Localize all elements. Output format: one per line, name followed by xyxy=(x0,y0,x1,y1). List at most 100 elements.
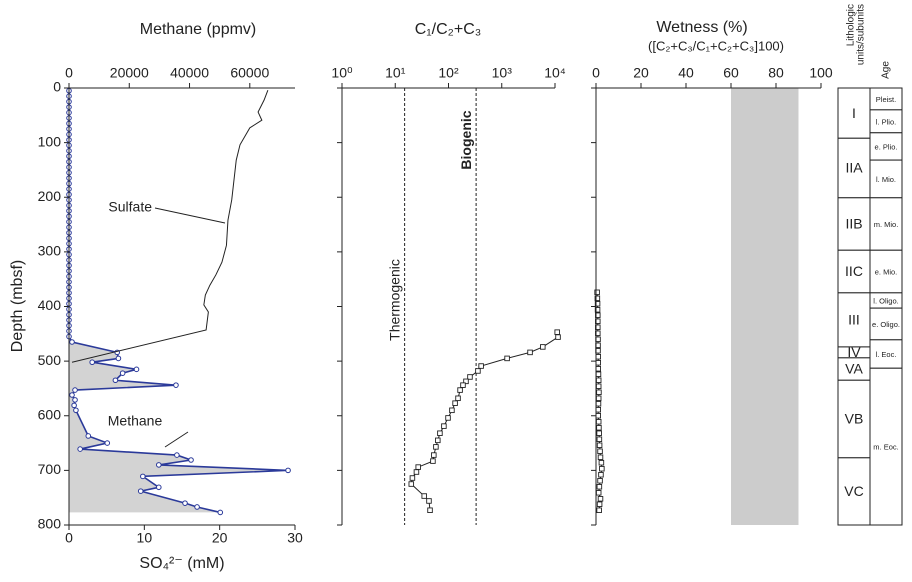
point xyxy=(174,452,180,458)
point xyxy=(441,423,447,429)
methane-title: Methane (ppmv) xyxy=(140,21,257,38)
x-bottom-tick-label: 10 xyxy=(137,530,153,546)
sulfate-leader xyxy=(154,207,226,224)
point xyxy=(599,465,605,472)
unit-label: I xyxy=(852,105,856,121)
point xyxy=(415,464,421,470)
point xyxy=(182,500,188,506)
x-top-tick-label: 10⁴ xyxy=(544,65,566,81)
sulfate-annotation: Sulfate xyxy=(108,199,152,215)
point xyxy=(433,444,439,450)
point xyxy=(421,493,427,499)
y-tick-label: 400 xyxy=(38,297,62,313)
age-label: m. Mio. xyxy=(874,220,899,229)
units-header: Lithologic xyxy=(846,4,857,46)
unit-label: IV xyxy=(847,344,861,360)
y-tick-label: 200 xyxy=(38,188,62,204)
age-box xyxy=(869,159,903,199)
point xyxy=(596,430,602,436)
x-top-tick-label: 0 xyxy=(592,65,600,81)
units-header: units/subunits xyxy=(856,4,867,65)
point xyxy=(596,425,602,431)
point xyxy=(527,349,533,356)
point xyxy=(504,355,510,362)
point xyxy=(194,504,200,510)
point xyxy=(596,436,603,442)
point xyxy=(595,360,602,366)
point xyxy=(455,395,461,402)
ratio-title: C₁/C₂+C₃ xyxy=(415,21,482,38)
x-top-tick-label: 60 xyxy=(723,65,739,81)
point xyxy=(77,446,83,452)
x-top-tick-label: 40 xyxy=(678,65,694,81)
age-label: e. Oligo. xyxy=(872,320,900,329)
unit-label: VA xyxy=(845,361,863,377)
point xyxy=(137,488,144,494)
unit-label: III xyxy=(848,312,860,328)
point xyxy=(598,471,604,478)
age-label: m. Eoc. xyxy=(873,443,898,452)
shaded-band xyxy=(731,88,799,525)
point xyxy=(594,295,601,302)
point xyxy=(597,478,603,484)
point xyxy=(430,458,436,464)
age-label: Pleist. xyxy=(876,95,896,104)
methane-leader xyxy=(164,431,189,448)
x-top-tick-label: 10² xyxy=(438,65,459,81)
x-top-tick-label: 20000 xyxy=(110,65,149,81)
unit-box xyxy=(837,292,871,348)
point xyxy=(427,507,433,514)
point xyxy=(594,301,601,307)
x-top-tick-label: 80 xyxy=(768,65,784,81)
wetness-subtitle: ([C₂+C₃/C₁+C₂+C₃]100) xyxy=(648,38,784,53)
point xyxy=(437,430,443,436)
sulfate-title: SO₄²⁻ (mM) xyxy=(139,555,224,572)
age-box xyxy=(869,367,903,526)
point xyxy=(72,387,78,393)
age-label: l. Oligo. xyxy=(873,296,898,305)
point xyxy=(595,354,602,360)
point xyxy=(155,484,162,491)
line xyxy=(71,90,269,363)
point xyxy=(596,484,603,490)
point xyxy=(596,389,602,396)
point xyxy=(595,377,602,383)
point xyxy=(463,378,469,385)
point xyxy=(71,402,77,409)
point xyxy=(595,406,602,413)
point xyxy=(435,437,441,444)
line xyxy=(410,332,559,511)
y-tick-label: 600 xyxy=(38,406,62,422)
point xyxy=(452,400,458,406)
point xyxy=(595,366,602,372)
point xyxy=(140,473,146,480)
x-bottom-tick-label: 0 xyxy=(65,530,73,546)
point xyxy=(188,457,194,463)
point xyxy=(173,382,179,388)
x-top-tick-label: 10¹ xyxy=(385,65,406,81)
point xyxy=(85,433,92,439)
point xyxy=(596,501,603,507)
point xyxy=(596,507,602,514)
age-box xyxy=(869,249,903,294)
age-label: l. Plio. xyxy=(876,117,896,126)
point xyxy=(285,467,291,474)
point xyxy=(457,387,463,393)
unit-label: IIA xyxy=(845,160,863,176)
point xyxy=(217,509,224,516)
x-top-tick-label: 20 xyxy=(633,65,649,81)
point xyxy=(408,481,415,487)
point xyxy=(597,496,604,502)
area xyxy=(69,90,289,513)
point xyxy=(554,329,560,335)
point xyxy=(89,359,96,366)
point xyxy=(426,498,432,504)
x-top-tick-label: 10⁰ xyxy=(331,65,353,81)
y-axis-title: Depth (mbsf) xyxy=(9,260,26,352)
unit-label: VC xyxy=(844,483,863,499)
reference-label: Thermogenic xyxy=(386,259,402,341)
unit-label: IIB xyxy=(845,216,862,232)
point xyxy=(155,462,162,468)
unit-box xyxy=(837,457,871,526)
